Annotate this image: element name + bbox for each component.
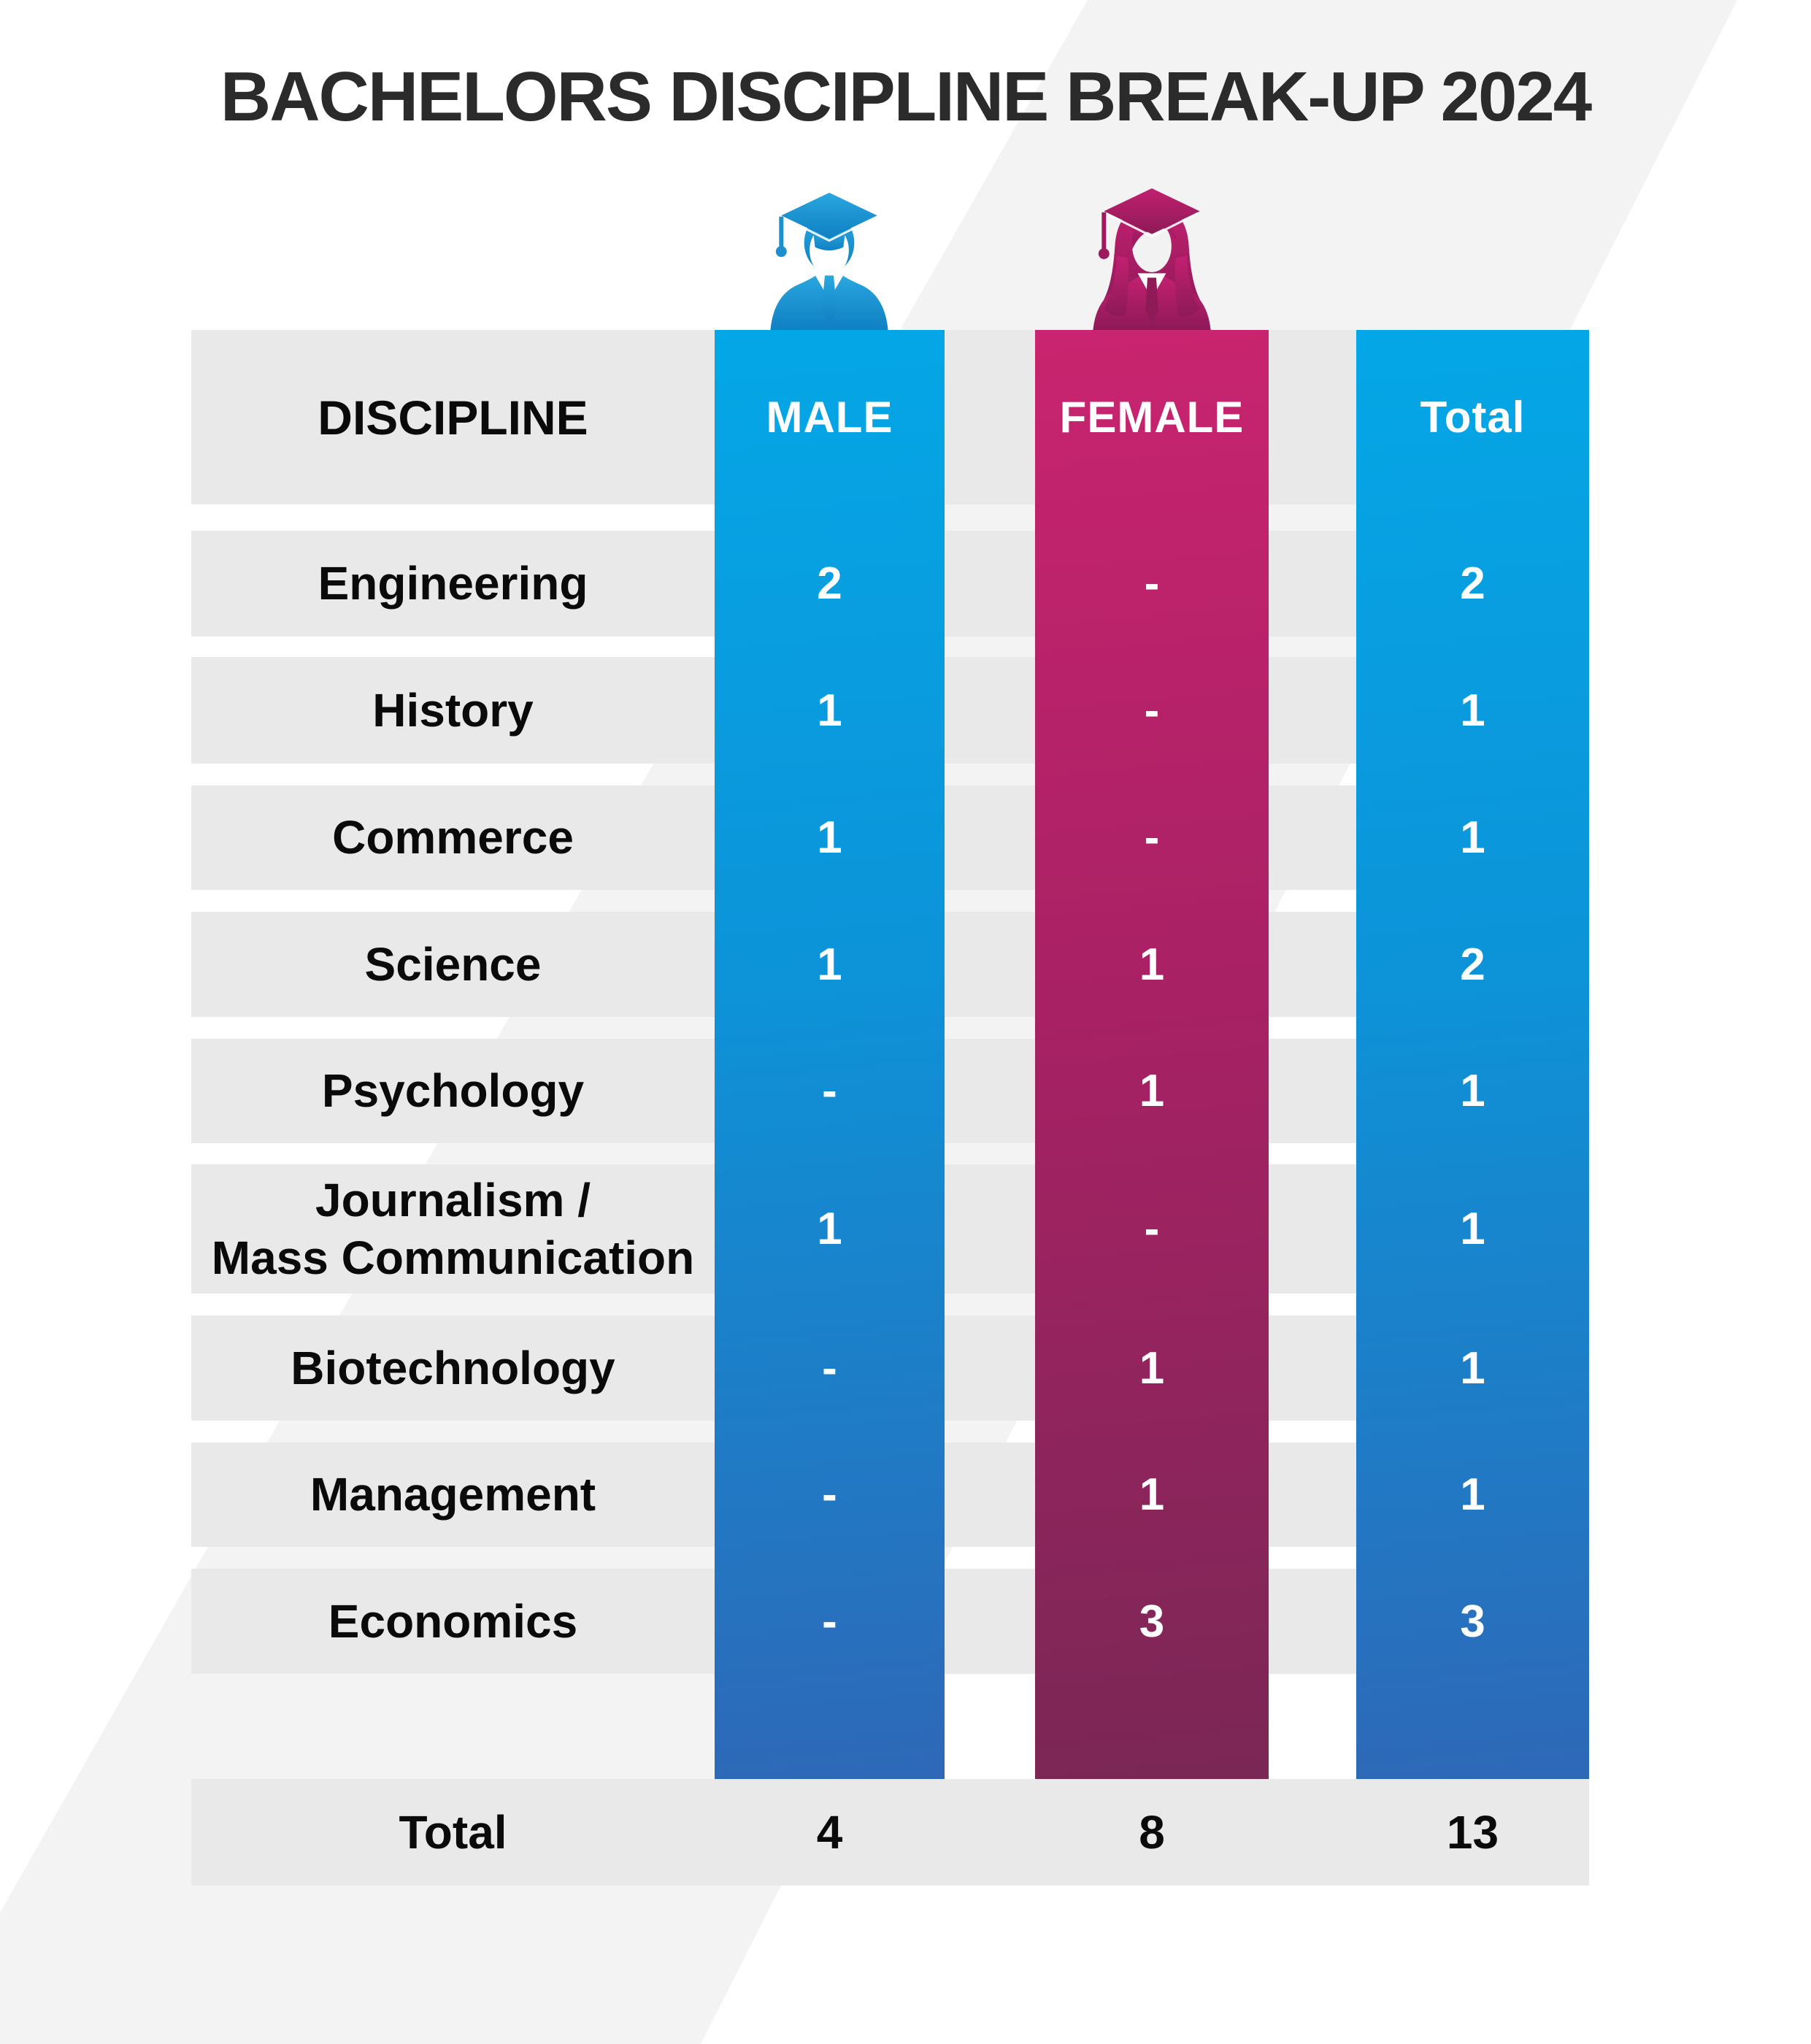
female-value: 1	[1139, 1066, 1165, 1116]
total-value: 3	[1460, 1596, 1485, 1647]
female-value: -	[1144, 558, 1160, 609]
footer-label: Total	[399, 1806, 507, 1859]
row-label: Journalism / Mass Communication	[211, 1174, 695, 1284]
total-value: 1	[1460, 812, 1485, 863]
total-value: 2	[1460, 558, 1485, 609]
male-value: 1	[817, 939, 842, 990]
male-value: 1	[817, 812, 842, 863]
column-header-male: MALE	[766, 393, 893, 442]
female-value: 1	[1139, 1342, 1165, 1394]
male-value: -	[822, 1469, 837, 1520]
male-value: 2	[817, 558, 842, 609]
row-label: Psychology	[321, 1064, 585, 1118]
page-title: BACHELORS DISCIPLINE BREAK-UP 2024	[220, 58, 1592, 136]
footer-grand-total: 13	[1446, 1806, 1499, 1859]
row-label: Biotechnology	[291, 1341, 615, 1394]
female-value: -	[1144, 1204, 1160, 1254]
female-value: -	[1144, 812, 1160, 863]
row-label: Management	[309, 1468, 596, 1521]
footer-male-total: 4	[816, 1806, 843, 1859]
male-value: -	[822, 1342, 837, 1394]
male-value: 1	[817, 685, 842, 736]
total-value: 1	[1460, 1469, 1485, 1520]
row-label: Science	[364, 937, 542, 991]
total-value: 2	[1460, 939, 1485, 990]
table-footer-row: Total 4 8 13	[191, 1779, 1589, 1886]
total-value: 1	[1460, 1066, 1485, 1116]
total-value: 1	[1460, 1204, 1485, 1254]
total-value: 1	[1460, 685, 1485, 736]
footer-female-total: 8	[1139, 1806, 1165, 1859]
row-label: Engineering	[318, 557, 588, 610]
female-value: -	[1144, 685, 1160, 736]
total-value: 1	[1460, 1342, 1485, 1394]
male-graduate-icon	[770, 192, 888, 330]
female-value: 1	[1139, 939, 1165, 990]
column-header-female: FEMALE	[1059, 393, 1245, 442]
column-header-discipline: DISCIPLINE	[318, 390, 588, 445]
male-column: MALE 2 1 1 1 - 1 - - -	[715, 330, 945, 1779]
total-column: Total 2 1 1 2 1 1 1 1 3	[1356, 330, 1589, 1779]
row-label: History	[372, 683, 534, 737]
male-value: -	[822, 1066, 837, 1116]
female-graduate-icon	[1093, 188, 1211, 330]
male-value: 1	[817, 1204, 842, 1254]
row-label: Commerce	[332, 811, 574, 864]
female-value: 1	[1139, 1469, 1165, 1520]
male-value: -	[822, 1596, 837, 1647]
female-value: 3	[1139, 1596, 1165, 1647]
row-label: Economics	[328, 1594, 578, 1648]
column-header-total: Total	[1420, 393, 1526, 442]
female-column: FEMALE - - - 1 1 - 1 1 3	[1035, 330, 1269, 1779]
